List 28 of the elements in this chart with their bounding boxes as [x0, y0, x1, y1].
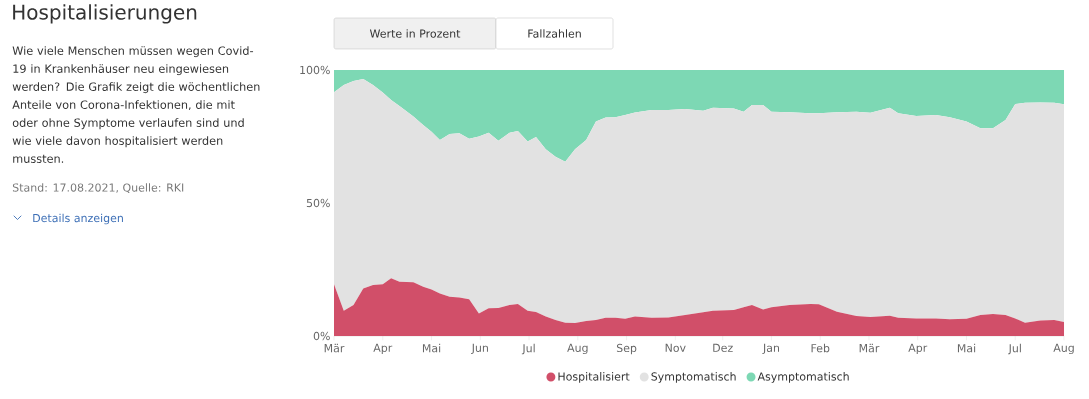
text: Details anzeigen [33, 213, 123, 225]
x-tick-label: Nov [665, 343, 686, 352]
x-tick-label: Mai [957, 343, 976, 353]
x-tick-label: Jul [521, 343, 535, 355]
text: Wie viele Menschen müssen wegen Covid-19 in Krankenhäuser neu eingewiesen werden? Die Grafik zeigt die wöchentlichen Anteile von Corona-Infektionen, die mit oder ohne Symptome verlaufen sind und wie viele davon hospitalisiert werden mussten. [12, 46, 260, 163]
x-tick-label: Jun [471, 343, 488, 355]
x-tick-label: Sep [616, 343, 637, 355]
x-tick-label: Mär [324, 343, 345, 353]
x-tick-label: Jul [1008, 343, 1021, 355]
x-tick-label: Jan [762, 343, 779, 355]
text: Stand: 17.08.2021, Quelle: RKI [12, 183, 184, 193]
legend-label: Hospitalisiert [558, 372, 630, 383]
legend-label: Asymptomatisch [757, 372, 849, 383]
y-tick-label: 0% [313, 331, 330, 341]
text: Fallzahlen [528, 29, 581, 38]
x-tick-label: Aug [1053, 343, 1074, 355]
text: Hospitalisierungen [13, 4, 197, 24]
x-tick-label: Apr [908, 343, 928, 355]
legend-label: Symptomatisch [651, 372, 736, 383]
text: Werte in Prozent [369, 29, 461, 38]
x-tick-label: Dez [713, 343, 733, 352]
x-tick-label: Apr [373, 343, 393, 355]
x-tick-label: Mär [859, 343, 880, 353]
x-tick-label: Aug [567, 343, 588, 355]
y-tick-label: 50% [306, 198, 330, 208]
x-tick-label: Feb [811, 343, 830, 353]
y-tick-label: 100% [300, 65, 330, 75]
x-tick-label: Mai [422, 343, 441, 353]
